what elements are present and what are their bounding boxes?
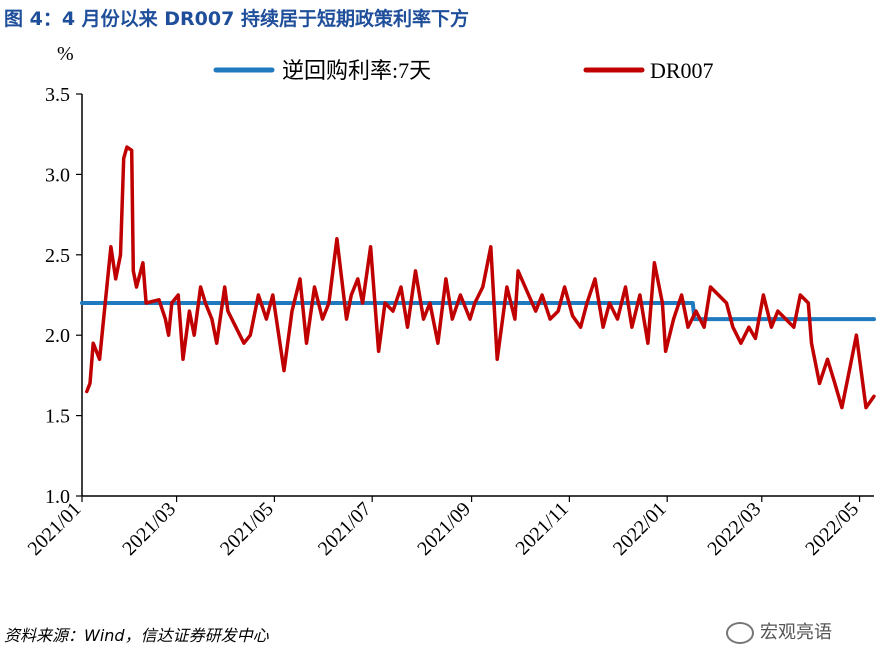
chart-title: 图 4：4 月份以来 DR007 持续居于短期政策利率下方 <box>4 8 469 30</box>
chat-bubble-icon <box>726 622 754 644</box>
x-tick-label: 2022/05 <box>801 498 863 560</box>
x-tick-label: 2021/03 <box>118 498 180 560</box>
x-tick-label: 2022/01 <box>609 498 671 560</box>
y-tick-label: 3.5 <box>45 84 70 106</box>
y-tick-label: 1.5 <box>45 406 70 428</box>
x-tick-label: 2021/11 <box>512 498 573 559</box>
y-tick-label: 2.0 <box>45 325 70 347</box>
repo-7d-line <box>80 301 876 322</box>
chart-plot-area <box>80 145 876 410</box>
y-tick-label: 2.5 <box>45 245 70 267</box>
x-tick-label: 2021/09 <box>413 498 475 560</box>
y-tick-label: 1.0 <box>45 486 70 508</box>
legend-label: 逆回购利率:7天 <box>282 58 431 83</box>
y-tick-label: 3.0 <box>45 164 70 186</box>
dr007-line <box>85 145 876 410</box>
x-tick-label: 2022/03 <box>703 498 765 560</box>
watermark-text: 宏观亮语 <box>760 622 832 643</box>
source-note: 资料来源：Wind，信达证券研发中心 <box>4 626 269 645</box>
x-tick-label: 2021/05 <box>216 498 278 560</box>
watermark: 宏观亮语 <box>726 618 832 644</box>
x-tick-label: 2021/07 <box>314 498 376 560</box>
y-unit-label: % <box>57 43 74 65</box>
chart-legend: 逆回购利率:7天 DR007 <box>213 58 714 83</box>
legend-label: DR007 <box>650 58 714 83</box>
